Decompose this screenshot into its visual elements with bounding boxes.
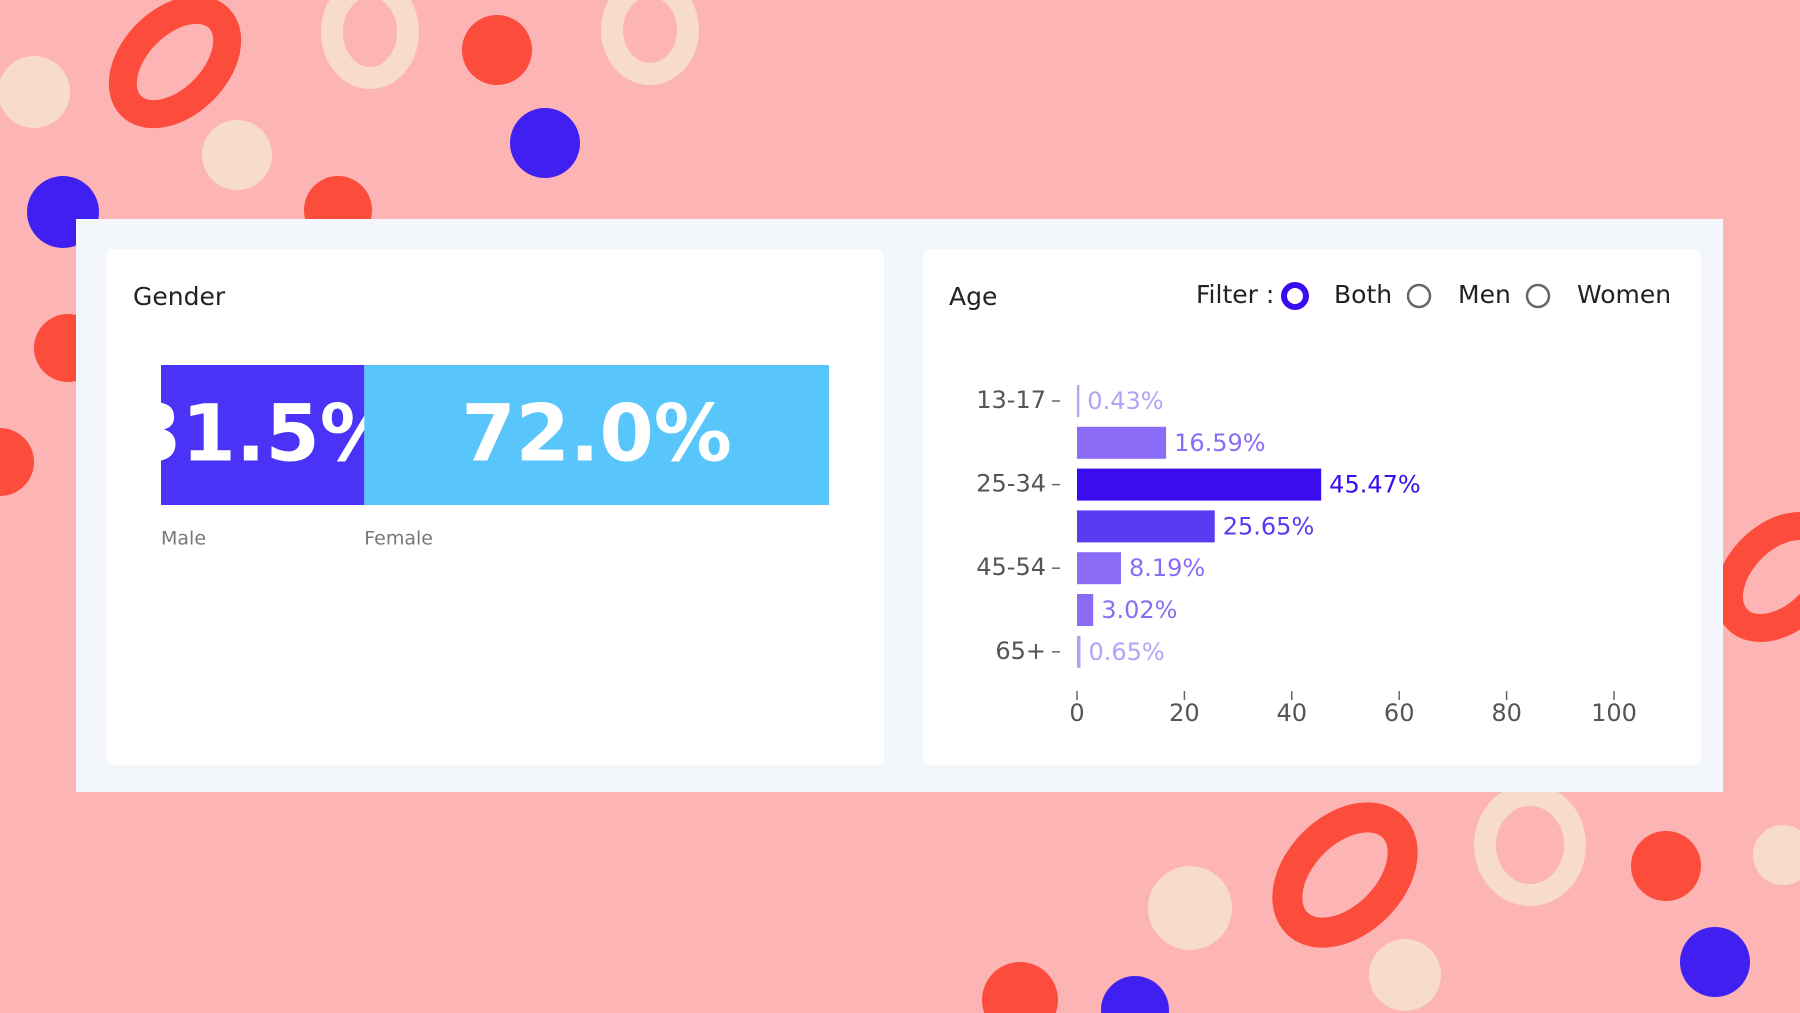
radio-label[interactable]: Both	[1334, 280, 1392, 309]
radio-label[interactable]: Men	[1458, 280, 1511, 309]
legend-label: Female	[364, 528, 433, 550]
gender-card	[106, 249, 884, 765]
x-tick-label: 100	[1591, 699, 1637, 727]
value-label: 16.59%	[1174, 429, 1266, 457]
bar	[1077, 468, 1322, 501]
bar	[1077, 635, 1081, 668]
bar	[1077, 594, 1094, 626]
legend-label: Male	[161, 528, 206, 550]
value-label: 0.65%	[1088, 638, 1164, 666]
bar	[1077, 552, 1121, 585]
y-tick-label: 25-34	[976, 470, 1046, 498]
y-tick-label: 13-17	[976, 386, 1046, 414]
x-tick-label: 60	[1384, 699, 1415, 727]
y-tick-label: 45-54	[976, 553, 1046, 581]
card-title: Gender	[133, 282, 226, 311]
value-label: 0.43%	[1087, 387, 1163, 415]
age-card	[923, 249, 1701, 765]
card-title: Age	[949, 282, 997, 311]
filter-label: Filter :	[1196, 280, 1274, 309]
radio-button[interactable]	[1406, 283, 1432, 309]
value-label: 45.47%	[1329, 471, 1421, 499]
segment-label: 72.0%	[461, 389, 732, 479]
radio-button[interactable]	[1525, 283, 1551, 309]
segment-label: 31.5%	[127, 389, 398, 479]
bar	[1077, 426, 1167, 459]
bar-segment	[161, 365, 365, 505]
x-tick-label: 80	[1491, 699, 1522, 727]
bar-segment	[364, 365, 829, 505]
radio-label[interactable]: Women	[1577, 280, 1671, 309]
value-label: 3.02%	[1101, 596, 1177, 624]
x-tick-label: 0	[1069, 699, 1084, 727]
bar	[1077, 510, 1215, 543]
x-tick-label: 20	[1169, 699, 1200, 727]
value-label: 8.19%	[1129, 554, 1205, 582]
y-tick-label: 65+	[995, 637, 1046, 665]
radio-button[interactable]	[1281, 282, 1309, 310]
x-tick-label: 40	[1277, 699, 1308, 727]
value-label: 25.65%	[1223, 512, 1315, 540]
bar	[1077, 385, 1080, 417]
